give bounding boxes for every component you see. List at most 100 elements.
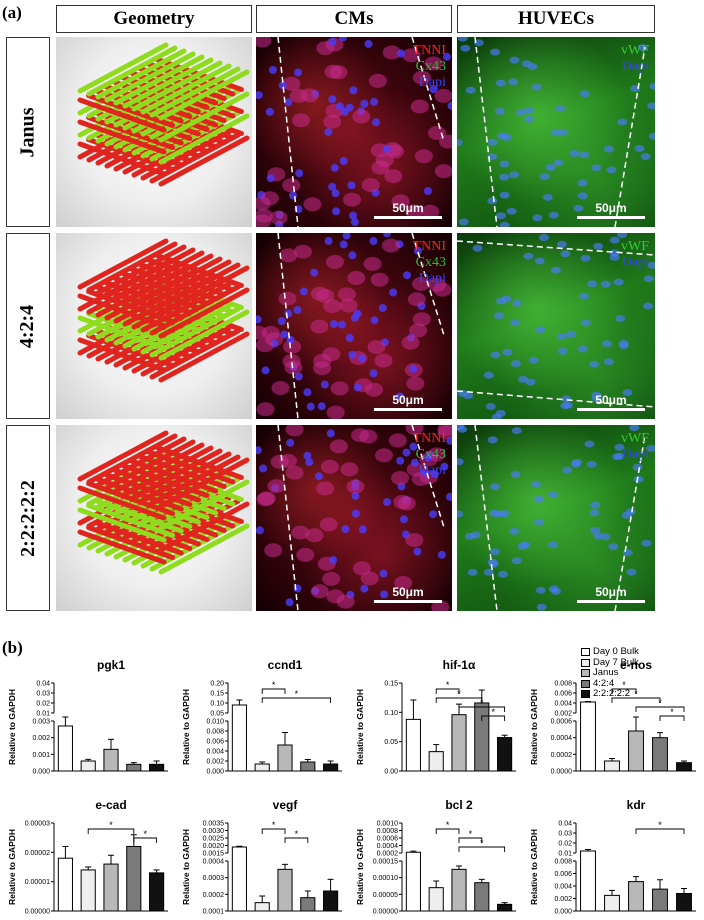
boundary-line [411,37,445,142]
legend-item: 2:2:2:2:2 [581,688,639,700]
nucleus [614,452,625,460]
y-tick-label: 0.00000 [25,909,50,916]
nucleus [614,443,625,451]
bar [231,846,247,912]
cell-body [278,291,297,306]
y-tick-label: 0.00015 [373,859,398,866]
cell-body [282,76,301,91]
nucleus [521,60,532,68]
nucleus [473,39,484,47]
nucleus [360,99,369,108]
cell-body [282,178,301,193]
nucleus [395,392,404,401]
stain-cx43: Cx43 [415,255,446,270]
cell-body [336,594,355,609]
nucleus [518,375,528,383]
nucleus [524,115,535,123]
huvec-image-janus: vWF Dapi 50μm [457,37,655,227]
y-axis-label: Relative to GAPDH [529,689,539,765]
y-tick-label: 0.002 [32,735,50,742]
cell-body [363,256,382,271]
nucleus [600,280,611,288]
nucleus [591,164,602,172]
fiber-rod [77,238,169,290]
bar [57,857,73,912]
cell-body [329,439,348,454]
nucleus [328,37,337,46]
nucleus [430,470,439,479]
nucleus [539,234,549,242]
nucleus [600,533,611,541]
cell-body [437,425,452,437]
nucleus [613,278,624,286]
fiber-rod [95,48,187,100]
fiber-rod [158,309,250,361]
nucleus [424,453,433,462]
nucleus [317,402,326,411]
nucleus [397,49,406,58]
cell-body [391,471,410,485]
y-tick-label: 0.0006 [377,836,399,843]
fiber-rod [122,445,214,497]
y-axis-label: Relative to GAPDH [7,829,17,905]
legend-item: Day 0 Bulk [581,646,639,658]
nucleus [285,598,294,607]
geometry-render-424 [56,233,252,419]
cell-body [427,125,446,140]
nucleus [510,319,520,327]
cell-body [405,204,424,219]
fiber-rod [140,451,232,503]
cell-body [319,517,338,532]
stain-cx43: Cx43 [415,59,446,74]
bar [126,763,142,772]
nucleus [410,458,419,467]
nucleus [589,360,600,368]
nucleus [413,547,422,556]
fiber-rod [158,135,250,187]
cell-nuclei-overlay [457,425,655,611]
y-tick-label: 0.002 [206,759,224,766]
cell-body [257,491,276,506]
y-tick-label: 0.0004 [203,859,225,866]
nucleus [617,118,628,126]
nucleus [490,48,501,56]
cm-image-janus: TNNI Cx43 Dapi 50μm [256,37,452,227]
cell-body [360,571,379,586]
fiber-rod [86,333,176,368]
cell-body [374,353,393,368]
cell-body [406,376,425,391]
nucleus [457,139,463,147]
cell-body [292,113,310,128]
cell-body [279,453,298,468]
fiber-rod [77,315,167,351]
nucleus [256,446,262,455]
cell-body [431,600,450,611]
cm-image-424: TNNI Cx43 Dapi 50μm [256,233,452,419]
nucleus [490,351,501,359]
stain-dapi: Dapi [418,271,446,286]
bar [451,868,467,912]
significance-star: * [658,698,662,708]
y-tick-label: 0.002 [554,711,572,718]
significance-bracket [435,697,483,703]
fiber-rod [86,137,176,172]
nucleus [332,207,341,216]
nucleus [548,211,559,219]
nucleus [509,56,520,64]
y-tick-label: 0.002 [554,896,572,903]
nucleus [573,204,584,212]
nucleus [396,456,405,465]
nucleus [569,150,580,157]
nucleus [409,364,418,373]
significance-star: * [622,680,626,690]
y-tick-label: 0.03 [36,691,50,698]
stain-dapi: Dapi [621,255,649,270]
bar-chart-hif1a: hif-1α Relative to GAPDH 0.00 0.05 0.10 0.15 *… [355,658,516,775]
cell-body [368,73,387,88]
scale-bar: 50μm [577,585,645,603]
fiber-rod [104,247,196,299]
cell-nuclei-overlay [256,425,452,611]
nucleus [358,525,367,534]
nucleus [337,320,346,329]
nucleus [579,151,590,159]
